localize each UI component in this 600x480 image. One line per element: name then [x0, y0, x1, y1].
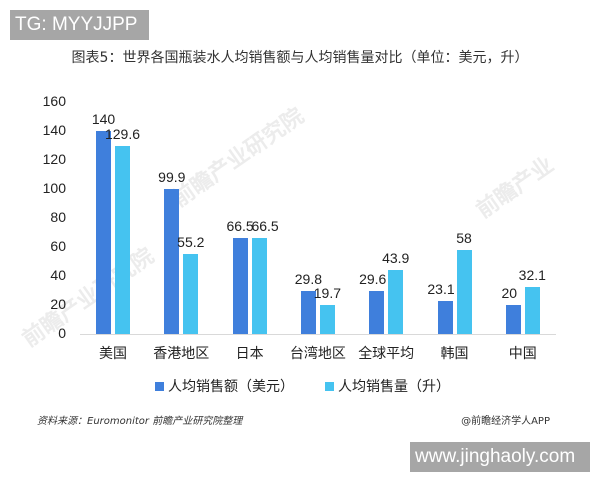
- data-label: 19.7: [313, 285, 342, 302]
- y-tick-label: 100: [42, 180, 66, 196]
- data-label: 66.5: [226, 217, 254, 234]
- bar-sales-value: [505, 305, 521, 334]
- bar-sales-volume: [456, 249, 472, 334]
- bottom-overlay-badge: www.jinghaoly.com: [410, 442, 590, 472]
- legend-label: 人均销售额（美元）: [168, 379, 294, 395]
- data-label: 99.9: [158, 169, 186, 186]
- y-tick-label: 120: [42, 151, 66, 167]
- data-label: 66.5: [251, 217, 279, 234]
- x-tick-label: 美国: [99, 346, 127, 362]
- data-label: 129.6: [104, 126, 141, 143]
- y-tick-label: 0: [58, 325, 66, 341]
- x-tick-label: 香港地区: [153, 346, 210, 362]
- x-tick-label: 中国: [508, 346, 537, 362]
- bar-sales-value: [164, 189, 180, 334]
- bar-sales-volume: [115, 146, 130, 334]
- chart-title: 图表5：世界各国瓶装水人均销售额与人均销售量对比（单位：美元，升）: [71, 50, 529, 66]
- data-label: 29.8: [294, 270, 323, 287]
- data-label: 20: [501, 285, 518, 301]
- legend-item-sales-value: 人均销售额（美元）: [155, 376, 294, 396]
- data-label: 32.1: [518, 267, 546, 284]
- bar-sales-volume: [388, 270, 404, 334]
- y-tick-label: 40: [50, 267, 66, 283]
- bar-sales-volume: [251, 237, 267, 334]
- bar-sales-volume: [524, 287, 540, 334]
- x-axis-line: [80, 334, 556, 335]
- source-note: 资料来源：Euromonitor 前瞻产业研究院整理: [37, 416, 243, 427]
- bar-sales-value: [232, 237, 248, 334]
- x-tick-label: 日本: [235, 346, 264, 362]
- bar-sales-value: [369, 291, 385, 334]
- y-tick-label: 20: [50, 296, 66, 312]
- legend-item-sales-volume: 人均销售量（升）: [325, 376, 450, 396]
- credit-note: @前瞻经济学人APP: [461, 416, 550, 427]
- y-tick-label: 140: [42, 122, 66, 138]
- data-label: 43.9: [382, 250, 410, 267]
- y-tick-label: 160: [42, 93, 66, 109]
- bar-sales-volume: [183, 253, 199, 334]
- data-label: 55.2: [177, 233, 205, 250]
- x-tick-label: 韩国: [440, 346, 469, 362]
- data-label: 29.6: [359, 271, 387, 288]
- legend-label: 人均销售量（升）: [338, 379, 450, 395]
- x-tick-label: 全球平均: [358, 346, 415, 362]
- y-tick-label: 60: [50, 238, 66, 254]
- bar-sales-volume: [319, 305, 335, 334]
- legend: 人均销售额（美元） 人均销售量（升）: [0, 376, 600, 396]
- x-tick-label: 台湾地区: [289, 346, 346, 362]
- bar-sales-value: [300, 290, 316, 334]
- bar-sales-value: [96, 131, 111, 334]
- data-label: 23.1: [427, 280, 455, 297]
- watermark: 前瞻产业: [472, 152, 559, 224]
- top-overlay-badge: TG: MYYJJPP: [10, 10, 149, 40]
- watermark: 前瞻产业研究院: [168, 103, 309, 213]
- y-tick-label: 80: [50, 209, 66, 225]
- legend-swatch-dark-blue: [155, 381, 164, 391]
- bar-chart: 图表5：世界各国瓶装水人均销售额与人均销售量对比（单位：美元，升） 前瞻产业研究…: [0, 50, 600, 396]
- data-label: 58: [456, 229, 472, 246]
- bar-sales-value: [437, 300, 453, 334]
- data-label: 140: [91, 111, 116, 127]
- legend-swatch-light-blue: [325, 381, 334, 391]
